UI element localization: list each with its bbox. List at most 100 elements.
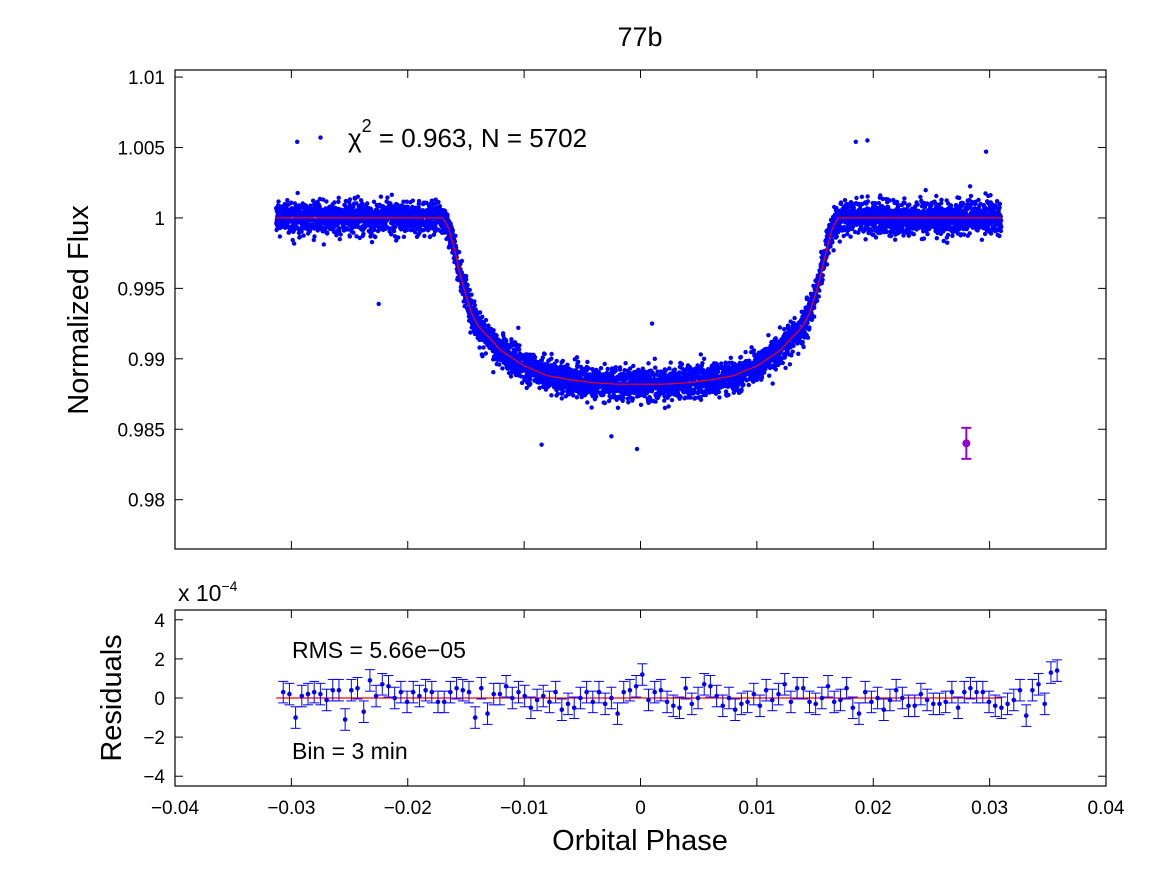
flux-point [770,381,775,386]
flux-point [369,231,374,236]
flux-point [317,204,322,209]
flux-point [509,339,514,345]
flux-point [332,200,337,205]
flux-point [743,349,748,355]
flux-point [811,314,817,319]
flux-point [652,356,657,361]
flux-point [389,232,394,237]
flux-point [830,240,835,245]
flux-point [500,339,505,345]
flux-point [494,333,499,338]
flux-point [834,234,839,239]
flux-point [838,200,844,205]
flux-point [337,226,342,231]
flux-point [483,317,489,323]
flux-point [617,365,623,370]
flux-point [717,395,722,400]
flux-point [805,335,811,340]
flux-point [559,396,564,401]
flux-point [472,299,477,304]
flux-point [312,234,317,239]
flux-point [907,202,912,207]
flux-point [360,201,365,206]
flux-point [397,212,403,217]
flux-point [396,235,401,240]
flux-point [477,345,482,350]
flux-point [574,395,580,400]
flux-point [422,233,427,239]
flux-point [777,325,783,330]
flux-point [482,323,487,328]
flux-point [859,194,865,199]
flux-point [653,399,658,404]
flux-point [574,355,580,360]
flux-point [672,367,678,372]
flux-point [276,199,281,204]
flux-point [483,351,488,356]
flux-point [626,400,631,405]
flux-point [631,363,636,369]
flux-point [698,397,704,402]
flux-point [585,359,590,365]
flux-point [464,277,469,282]
flux-point [285,198,290,203]
flux-point [669,397,675,403]
flux-point [630,396,636,401]
flux-point [517,343,522,348]
flux-point [295,190,300,196]
flux-point [301,233,306,238]
flux-point [854,195,859,201]
flux-point [602,400,608,406]
flux-point [863,237,868,242]
flux-point [804,295,810,300]
flux-point [401,234,407,239]
flux-point [623,361,628,366]
flux-point [321,242,326,247]
flux-point [653,365,658,370]
flux-point [812,305,817,310]
flux-point [842,198,848,203]
flux-point [605,366,610,372]
flux-point [576,359,581,364]
flux-point [410,204,415,210]
flux-point [395,202,400,208]
flux-point [801,344,806,350]
flux-point [336,199,341,204]
flux-point [646,361,651,366]
flux-point [560,358,565,364]
flux-point [450,228,455,233]
flux-point [716,389,722,395]
flux-point [831,248,836,253]
flux-point [437,204,442,209]
flux-point [486,323,491,328]
flux-point [345,227,350,232]
flux-point [738,354,744,360]
flux-point [666,404,671,409]
flux-point [814,298,820,303]
flux-point [895,204,901,210]
flux-point [865,194,870,199]
flux-point [325,231,330,236]
flux-point [585,400,590,405]
flux-point [594,394,599,399]
chart-title: 77b [617,22,662,52]
flux-point [554,358,559,364]
flux-point [728,355,733,360]
flux-point [445,212,450,217]
flux-point [480,314,485,319]
flux-point [500,366,505,371]
flux-point [453,233,458,238]
flux-point [436,199,441,205]
flux-point [746,382,751,388]
flux-point [667,366,672,371]
flux-point [285,222,290,227]
flux-point [424,200,429,206]
flux-point [508,374,514,379]
flux-point [410,198,415,203]
flux-point [463,273,469,279]
flux-point [662,398,667,403]
flux-point [336,195,341,200]
flux-point [555,391,560,396]
flux-point [679,362,685,367]
flux-point [820,277,825,282]
